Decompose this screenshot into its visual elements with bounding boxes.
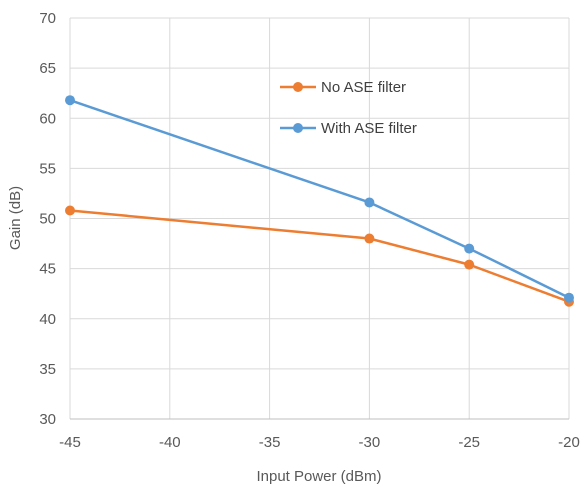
y-tick-label: 50 (39, 211, 56, 228)
legend-entry-no-ase: No ASE filter (280, 79, 406, 96)
y-axis-label: Gain (dB) (7, 186, 24, 250)
series-line-0 (69, 209, 570, 303)
y-tick-label: 65 (39, 60, 56, 77)
grid (69, 17, 570, 420)
y-tick-labels: 30 35 40 45 50 55 60 65 70 (39, 10, 56, 428)
legend: No ASE filter With ASE filter (280, 79, 417, 137)
legend-label-no-ase: No ASE filter (321, 79, 406, 96)
x-axis-label: Input Power (dBm) (256, 468, 381, 485)
y-tick-label: 35 (39, 361, 56, 378)
y-tick-label: 60 (39, 110, 56, 127)
x-tick-label: -40 (159, 434, 181, 451)
legend-entry-with-ase: With ASE filter (280, 120, 417, 137)
x-tick-label: -30 (359, 434, 381, 451)
series-line-1 (69, 99, 570, 299)
y-tick-label: 40 (39, 311, 56, 328)
data-point (364, 197, 375, 208)
data-point (464, 259, 475, 270)
legend-swatch-marker (293, 123, 303, 133)
data-point (364, 233, 375, 244)
x-tick-label: -45 (59, 434, 81, 451)
data-point (65, 205, 75, 216)
y-tick-label: 70 (39, 10, 56, 27)
y-tick-label: 45 (39, 261, 56, 278)
data-point (464, 243, 475, 254)
legend-swatch-marker (293, 82, 303, 92)
series-layer (65, 95, 574, 307)
x-tick-label: -25 (458, 434, 480, 451)
x-tick-labels: -45 -40 -35 -30 -25 -20 (59, 434, 580, 451)
x-tick-label: -35 (259, 434, 281, 451)
y-tick-label: 30 (39, 411, 56, 428)
legend-label-with-ase: With ASE filter (321, 120, 417, 137)
x-tick-label: -20 (558, 434, 580, 451)
data-point (65, 95, 75, 106)
data-point (564, 292, 574, 303)
y-tick-label: 55 (39, 160, 56, 177)
